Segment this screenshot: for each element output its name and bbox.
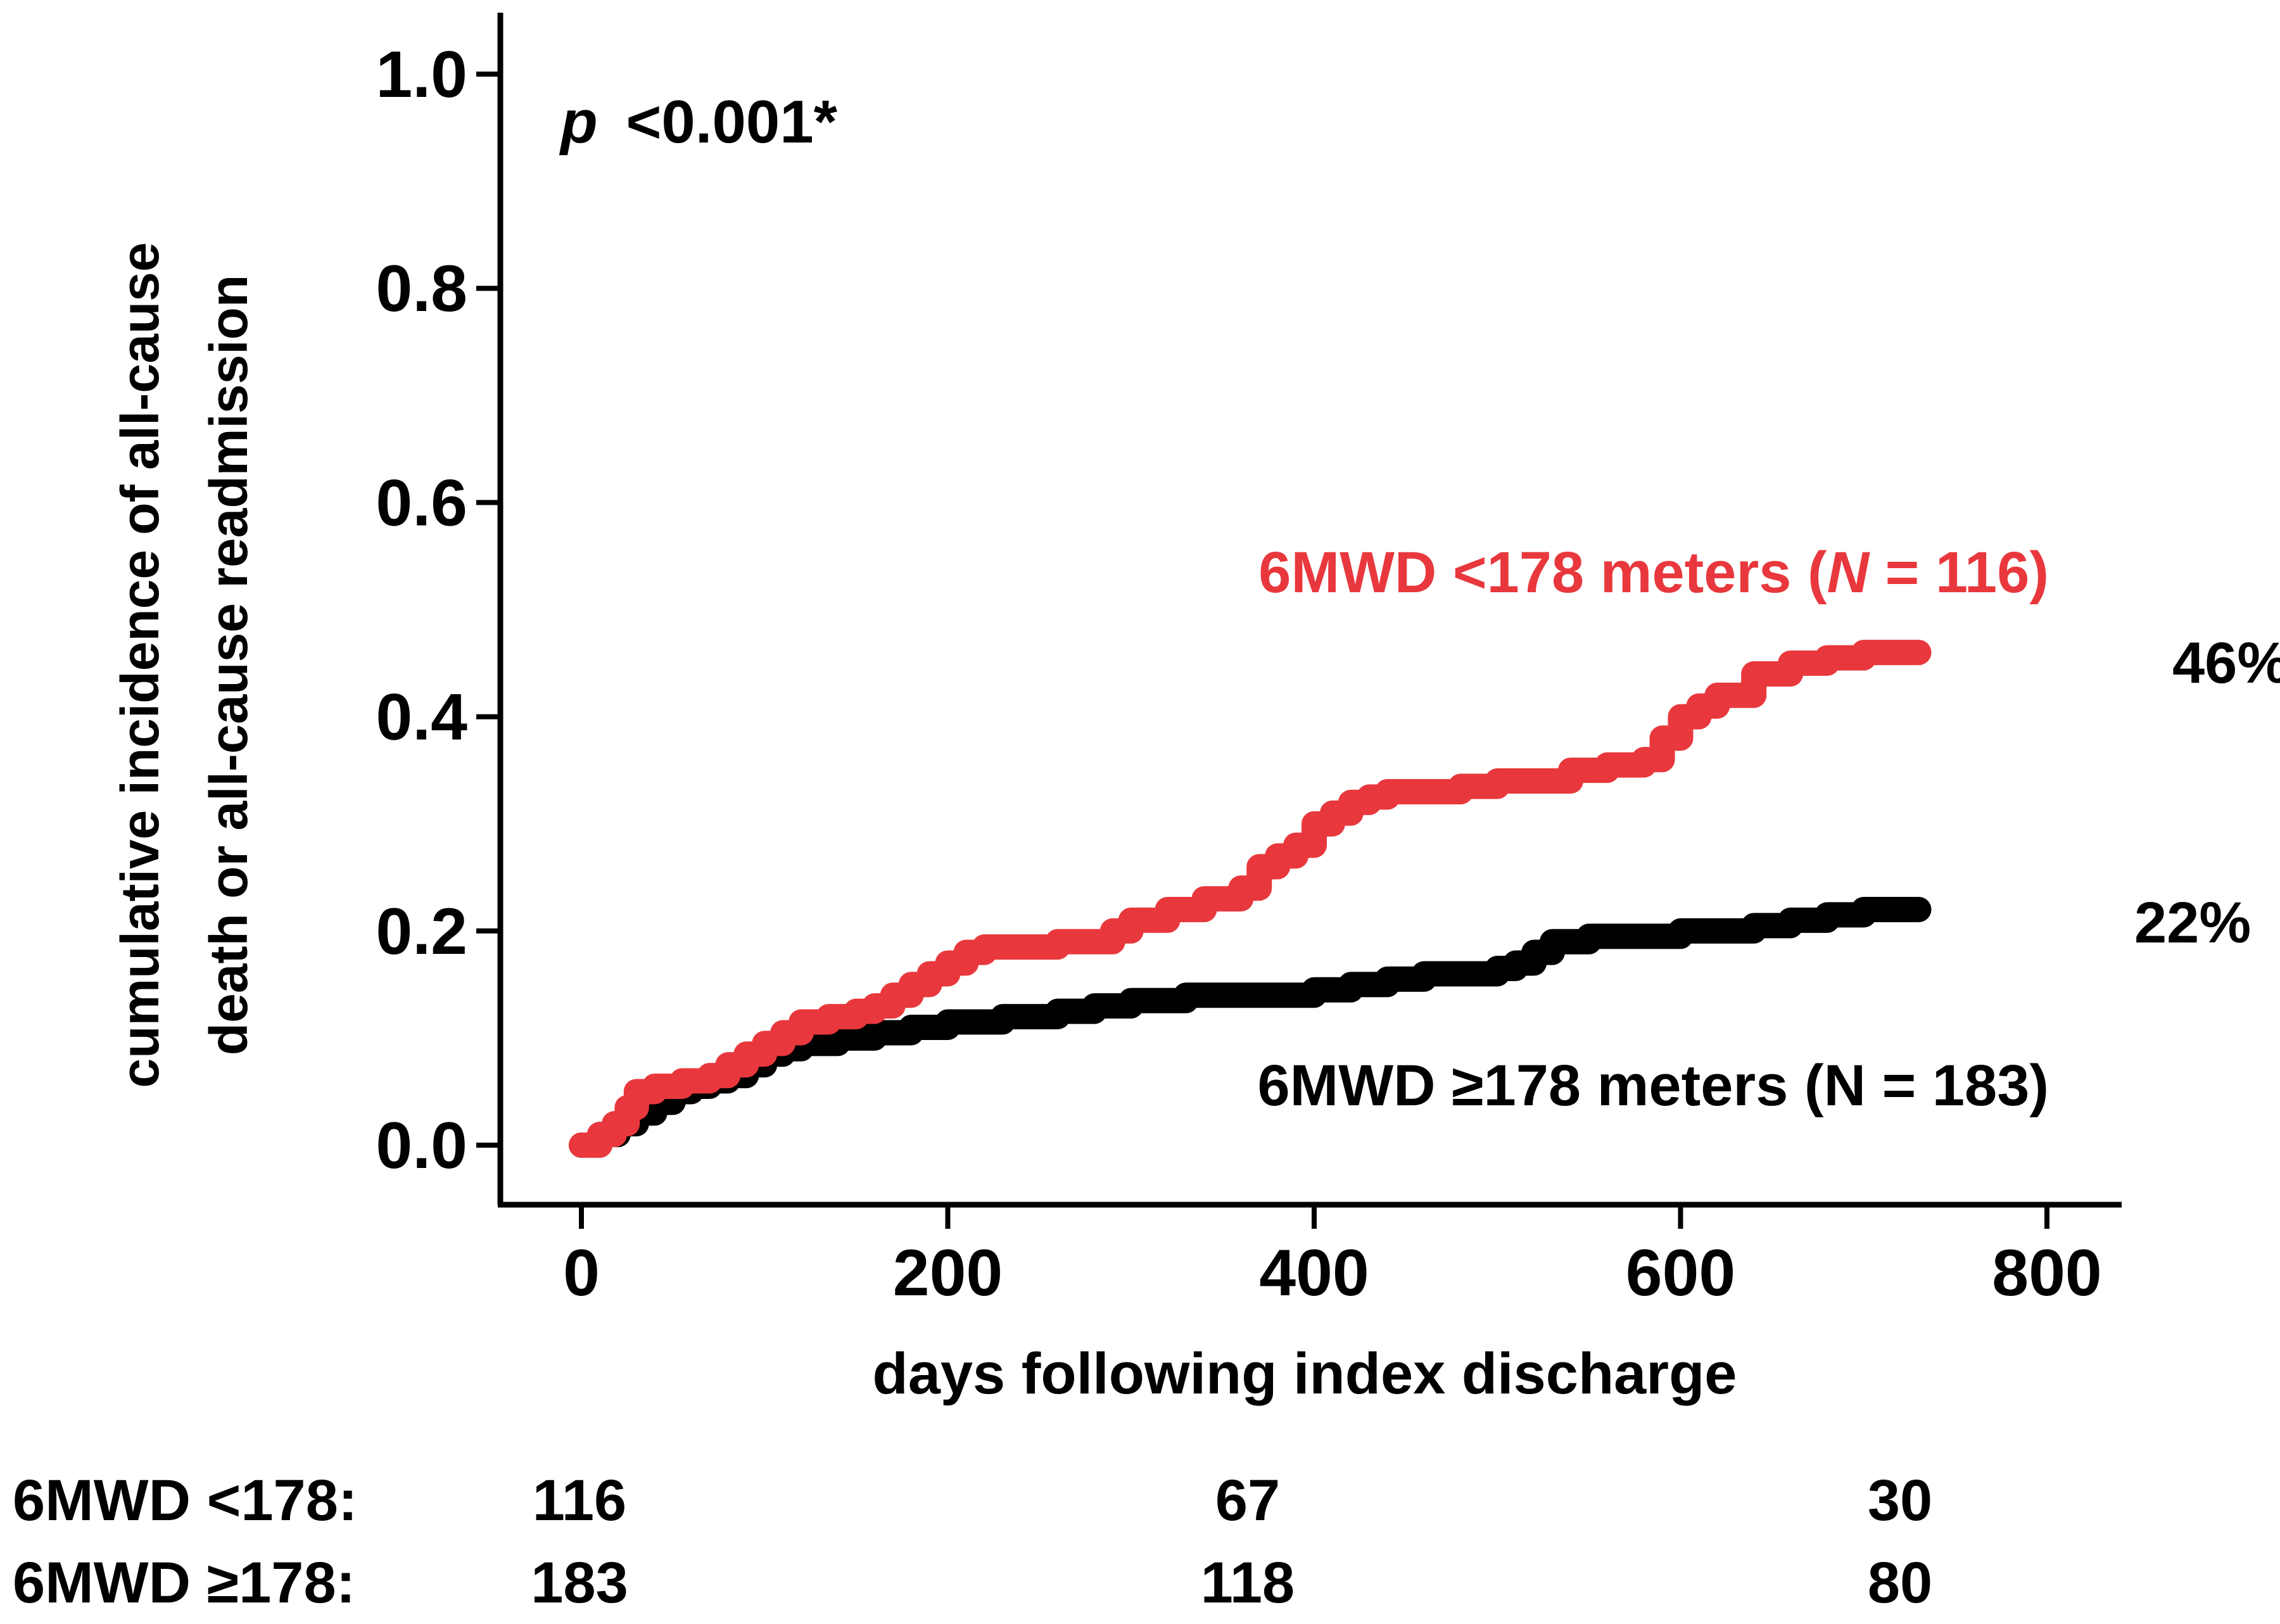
p-symbol: p (559, 88, 598, 156)
y-ticks: 0.0 0.2 0.4 0.6 0.8 1.0 (376, 38, 500, 1183)
x-axis-label: days following index discharge (873, 1342, 1737, 1406)
y-tick-label-3: 0.6 (376, 466, 467, 540)
series-line-0 (569, 640, 1932, 1158)
series-label-black-suffix: = 183) (1866, 1053, 2049, 1118)
x-ticks: 0 200 400 600 800 (563, 1205, 2102, 1310)
y-tick-label-4: 0.8 (376, 252, 467, 326)
y-tick-label-5: 1.0 (376, 38, 467, 111)
risk-value-lt178-0: 116 (533, 1468, 626, 1533)
p-value-text: <0.001* (626, 88, 837, 156)
series-label-red: 6MWD <178 meters (N = 116) (1258, 540, 2049, 605)
x-tick-label-1: 200 (893, 1236, 1003, 1310)
risk-row-label-lt178: 6MWD <178: (13, 1468, 358, 1533)
series-label-black-prefix: 6MWD ≥178 meters ( (1257, 1053, 1823, 1118)
y-tick-label-0: 0.0 (376, 1109, 467, 1183)
series-label-red-suffix: = 116) (1869, 540, 2049, 605)
risk-table: 6MWD <178: 6MWD ≥178: 116 67 30 183 118 … (13, 1468, 1932, 1615)
series-label-black: 6MWD ≥178 meters (N = 183) (1257, 1053, 2049, 1118)
y-axis-label-line2: death or all-cause readmission (199, 275, 258, 1055)
risk-value-lt178-2: 30 (1868, 1468, 1932, 1533)
y-tick-label-1: 0.2 (376, 895, 467, 968)
end-label-black: 22% (2134, 891, 2251, 955)
x-tick-label-4: 800 (1992, 1236, 2102, 1310)
p-value-annotation: p <0.001* (559, 88, 838, 156)
series-label-black-n: N (1824, 1053, 1866, 1118)
series-layer (569, 640, 1932, 1158)
end-label-red: 46% (2172, 631, 2280, 695)
risk-row-label-ge178: 6MWD ≥178: (13, 1551, 355, 1615)
y-axis-label-line1: cumulative incidence of all-cause (110, 242, 170, 1088)
series-label-red-n: N (1827, 540, 1871, 605)
x-tick-label-0: 0 (563, 1236, 600, 1310)
risk-value-ge178-1: 118 (1201, 1551, 1295, 1615)
risk-value-ge178-2: 80 (1868, 1551, 1932, 1615)
x-tick-label-3: 600 (1626, 1236, 1736, 1310)
risk-value-lt178-1: 67 (1215, 1468, 1280, 1533)
x-tick-label-2: 400 (1259, 1236, 1369, 1310)
risk-value-ge178-0: 183 (531, 1551, 628, 1615)
series-label-red-prefix: 6MWD <178 meters ( (1258, 540, 1827, 605)
y-tick-label-2: 0.4 (376, 681, 467, 754)
